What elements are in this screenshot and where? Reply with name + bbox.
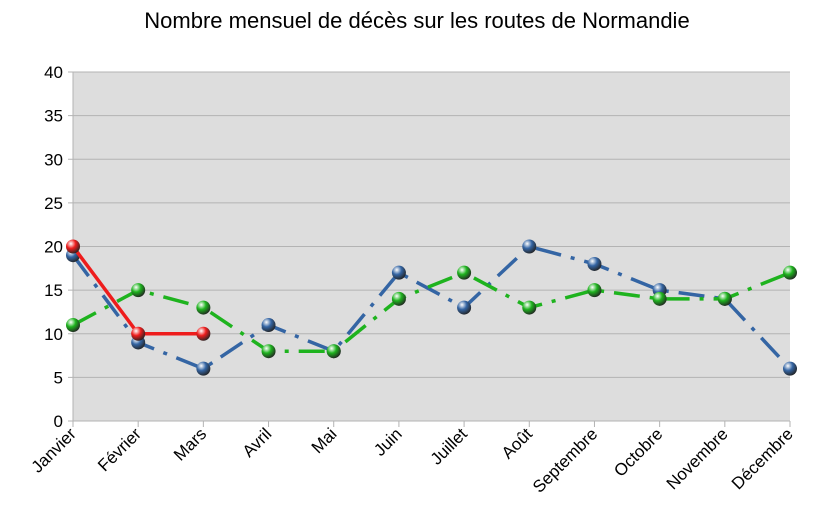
y-tick-label: 10 [44, 325, 63, 344]
marker [391, 265, 406, 280]
marker [196, 361, 211, 376]
series-line [72, 270, 791, 353]
y-tick-label: 30 [44, 150, 63, 169]
marker [131, 326, 146, 341]
marker [522, 300, 537, 315]
y-tick-label: 35 [44, 107, 63, 126]
marker [587, 256, 602, 271]
y-tick-label: 5 [54, 368, 63, 387]
x-tick-label: Mai [308, 424, 341, 457]
marker [66, 239, 80, 254]
y-tick-label: 25 [44, 194, 63, 213]
y-tick-label: 20 [44, 238, 63, 257]
x-tick-label: Janvier [28, 424, 80, 476]
y-tick-label: 40 [44, 63, 63, 82]
x-tick-label: Août [498, 424, 536, 462]
marker [457, 265, 472, 280]
marker [196, 326, 211, 341]
series-line [71, 244, 792, 371]
chart-title: Nombre mensuel de décès sur les routes d… [144, 8, 689, 33]
marker [66, 318, 80, 333]
marker [457, 300, 472, 315]
x-tick-label: Avril [239, 424, 276, 461]
marker [783, 361, 797, 376]
x-tick-label: Mars [170, 424, 210, 464]
x-tick-label: Décembre [728, 424, 797, 493]
marker [261, 318, 276, 333]
x-tick-label: Juin [370, 424, 405, 459]
marker [261, 344, 276, 359]
marker [391, 291, 406, 306]
marker [131, 283, 146, 298]
y-tick-label: 0 [54, 412, 63, 431]
marker [196, 300, 211, 315]
x-tick-label: Septembre [529, 424, 601, 496]
y-tick-label: 15 [44, 281, 63, 300]
marker [587, 283, 602, 298]
x-tick-label: Octobre [610, 424, 666, 480]
x-tick-label: Février [94, 424, 145, 475]
marker [652, 291, 667, 306]
marker [783, 265, 797, 280]
marker [326, 344, 341, 359]
x-tick-label: Novembre [663, 424, 732, 493]
marker [522, 239, 537, 254]
x-tick-label: Juillet [427, 424, 471, 468]
marker [717, 291, 732, 306]
